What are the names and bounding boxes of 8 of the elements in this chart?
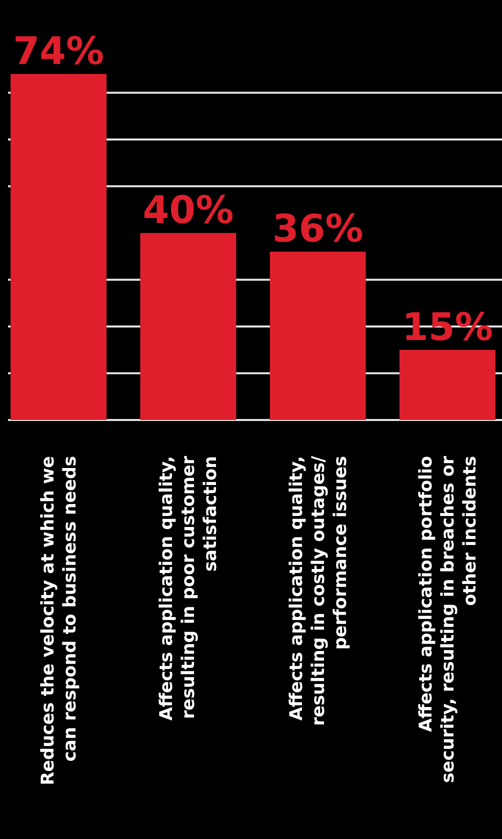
bar [10, 74, 107, 420]
data-label: 40% [142, 188, 234, 232]
data-label: 36% [272, 206, 364, 251]
x-tick-label: Reduces the velocity at which we can respond to business needs [38, 456, 81, 786]
bar [399, 350, 496, 420]
bar [140, 232, 236, 420]
bar [270, 252, 366, 420]
data-label: 74% [13, 29, 104, 73]
